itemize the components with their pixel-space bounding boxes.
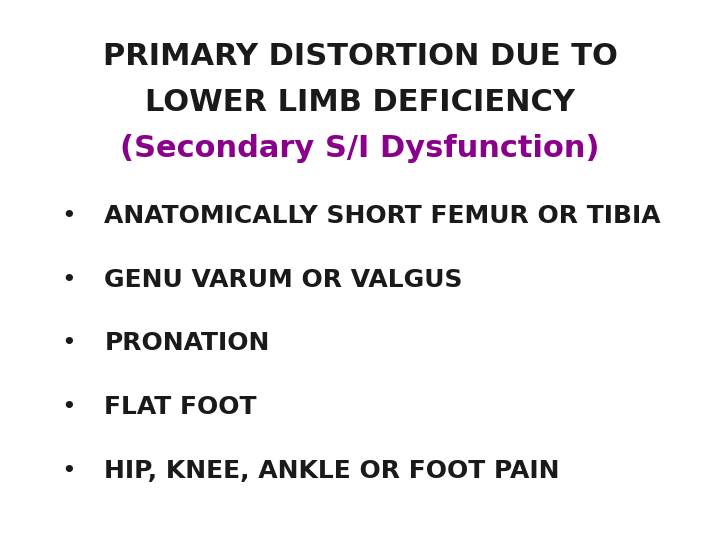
Text: •: • xyxy=(61,332,76,355)
Text: HIP, KNEE, ANKLE OR FOOT PAIN: HIP, KNEE, ANKLE OR FOOT PAIN xyxy=(104,459,560,483)
Text: ANATOMICALLY SHORT FEMUR OR TIBIA: ANATOMICALLY SHORT FEMUR OR TIBIA xyxy=(104,204,661,228)
Text: FLAT FOOT: FLAT FOOT xyxy=(104,395,257,419)
Text: •: • xyxy=(61,268,76,292)
Text: PRONATION: PRONATION xyxy=(104,332,270,355)
Text: (Secondary S/I Dysfunction): (Secondary S/I Dysfunction) xyxy=(120,134,600,163)
Text: •: • xyxy=(61,395,76,419)
Text: LOWER LIMB DEFICIENCY: LOWER LIMB DEFICIENCY xyxy=(145,88,575,117)
Text: •: • xyxy=(61,204,76,228)
Text: GENU VARUM OR VALGUS: GENU VARUM OR VALGUS xyxy=(104,268,463,292)
Text: PRIMARY DISTORTION DUE TO: PRIMARY DISTORTION DUE TO xyxy=(102,42,618,71)
Text: •: • xyxy=(61,459,76,483)
